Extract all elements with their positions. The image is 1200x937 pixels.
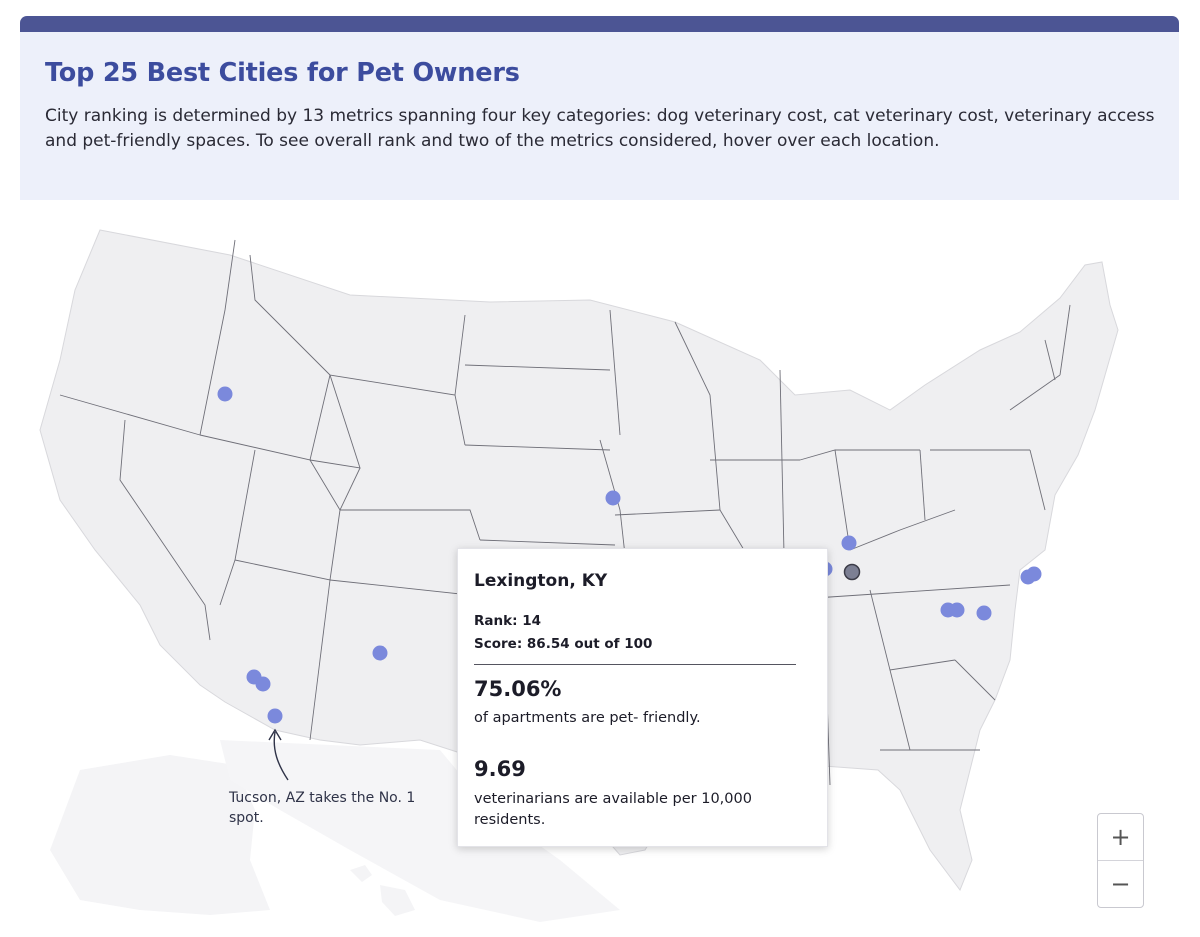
tooltip-metric2-desc: veterinarians are available per 10,000 r… [474,791,752,828]
city-marker[interactable] [605,490,621,506]
tooltip-rank: Rank: 14 [474,613,541,629]
city-tooltip: Lexington, KY Rank: 14 Score: 86.54 out … [457,548,828,847]
hawaii-shape [350,865,415,916]
tooltip-divider [474,664,796,665]
zoom-in-button[interactable]: + [1098,814,1143,860]
header-accent-bar [20,16,1179,32]
city-marker[interactable] [841,535,857,551]
city-marker[interactable] [255,676,271,692]
tooltip-metric2-value: 9.69 [474,757,526,781]
zoom-divider [1098,860,1143,861]
tooltip-score: Score: 86.54 out of 100 [474,636,653,652]
annotation-arrowhead [268,728,282,741]
page-subtitle: City ranking is determined by 13 metrics… [45,106,1155,151]
tooltip-metric1-desc: of apartments are pet- friendly. [474,710,701,726]
header: Top 25 Best Cities for Pet Owners City r… [20,16,1179,200]
city-marker[interactable] [267,708,283,724]
alaska-shape [50,755,270,915]
tooltip-city-name: Lexington, KY [474,571,608,591]
city-marker[interactable] [217,386,233,402]
mexico-shape [220,740,620,922]
zoom-control: + − [1097,813,1144,908]
city-marker[interactable] [949,602,965,618]
city-marker[interactable] [1026,566,1042,582]
city-marker[interactable] [372,645,388,661]
city-marker[interactable] [976,605,992,621]
map-annotation: Tucson, AZ takes the No. 1 spot. [229,790,416,826]
zoom-out-button[interactable]: − [1098,861,1143,907]
tooltip-metric1-value: 75.06% [474,677,562,701]
page-title: Top 25 Best Cities for Pet Owners [45,58,520,88]
city-marker-selected[interactable] [843,563,861,581]
annotation-arrow [273,731,289,781]
